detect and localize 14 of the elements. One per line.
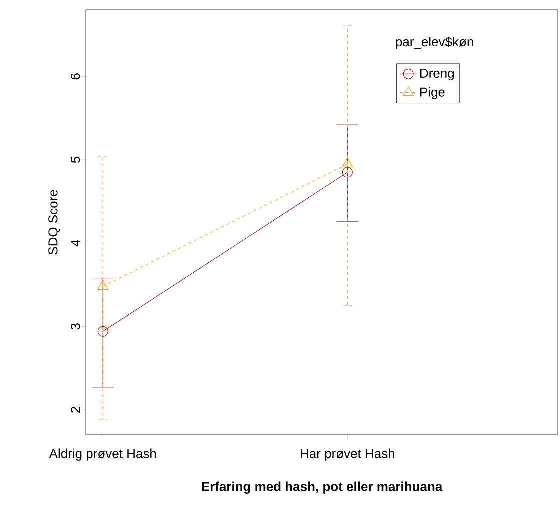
y-axis-title: SDQ Score [48,190,60,255]
y-tick-label: 4 [71,240,80,247]
y-tick-label: 2 [71,407,80,413]
x-tick-label: Har prøvet Hash [301,448,394,461]
y-tick-label: 3 [70,324,80,330]
legend-label: Pige [420,87,445,100]
legend-label: Dreng [420,68,454,81]
point [98,326,108,337]
x-tick-label: Aldrig prøvet Hash [49,448,156,461]
y-tick-label: 6 [70,74,80,80]
point [342,167,353,178]
x-axis-title: Erfaring med hash, pot eller marihuana [202,482,443,494]
y-tick-label: 5 [71,156,80,164]
legend-title: par_elev$køn [396,36,474,50]
